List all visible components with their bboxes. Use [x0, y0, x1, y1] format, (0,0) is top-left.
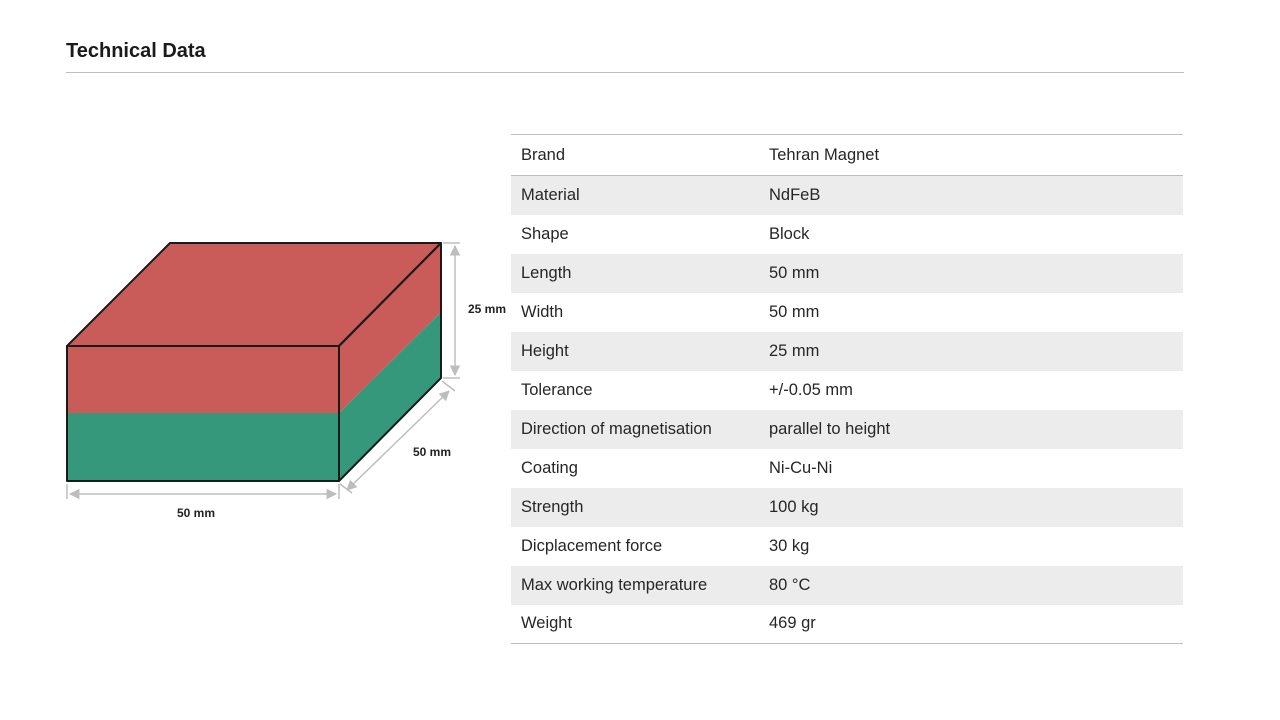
height-dimension [443, 242, 461, 379]
spec-value: 30 kg [769, 536, 810, 555]
magnet-block-diagram: 25 mm 50 mm 50 mm [66, 242, 506, 520]
spec-row-magnetisation-direction: Direction of magnetisation parallel to h… [511, 409, 1183, 449]
spec-row-brand: Brand Tehran Magnet [511, 134, 1183, 176]
length-dimension-label: 50 mm [177, 506, 215, 520]
spec-value: 25 mm [769, 341, 820, 360]
spec-row-height: Height 25 mm [511, 331, 1183, 371]
spec-label: Shape [521, 224, 569, 243]
spec-value: NdFeB [769, 185, 821, 204]
spec-value: Tehran Magnet [769, 134, 1183, 176]
spec-label: Max working temperature [521, 575, 708, 594]
spec-label: Width [521, 302, 564, 321]
height-dimension-label: 25 mm [468, 302, 506, 316]
spec-row-displacement-force: Dicplacement force 30 kg [511, 527, 1183, 566]
spec-value: 80 °C [769, 575, 811, 594]
spec-value: +/-0.05 mm [769, 380, 853, 399]
spec-row-shape: Shape Block [511, 215, 1183, 254]
spec-label: Material [521, 185, 580, 204]
spec-value: Ni-Cu-Ni [769, 458, 833, 477]
spec-row-material: Material NdFeB [511, 175, 1183, 215]
spec-row-tolerance: Tolerance +/-0.05 mm [511, 371, 1183, 410]
length-dimension [66, 484, 340, 500]
specifications-table: Brand Tehran Magnet Material NdFeB Shape… [511, 134, 1183, 644]
page-title: Technical Data [66, 40, 206, 62]
spec-value: parallel to height [769, 419, 891, 438]
spec-label: Tolerance [521, 380, 593, 399]
spec-label: Coating [521, 458, 578, 477]
depth-dimension [339, 380, 456, 494]
magnet-top-face [67, 243, 441, 346]
title-divider [66, 72, 1184, 73]
spec-value: Block [769, 224, 810, 243]
depth-dimension-label: 50 mm [413, 445, 451, 459]
magnet-front-north [67, 346, 339, 413]
spec-label: Direction of magnetisation [521, 419, 712, 438]
magnet-side-north [339, 243, 441, 413]
spec-row-length: Length 50 mm [511, 253, 1183, 293]
magnet-front-south [67, 413, 339, 481]
spec-label: Dicplacement force [521, 536, 663, 555]
spec-value: 100 kg [769, 497, 819, 516]
spec-value: 50 mm [769, 302, 820, 321]
spec-row-coating: Coating Ni-Cu-Ni [511, 449, 1183, 488]
spec-row-strength: Strength 100 kg [511, 487, 1183, 527]
spec-value: 469 gr [769, 614, 816, 633]
spec-value: 50 mm [769, 263, 820, 282]
spec-label: Height [521, 341, 569, 360]
spec-row-width: Width 50 mm [511, 293, 1183, 332]
spec-label: Brand [511, 134, 769, 176]
magnet-outline [66, 242, 442, 482]
spec-label: Length [521, 263, 572, 282]
spec-row-max-temperature: Max working temperature 80 °C [511, 565, 1183, 605]
spec-label: Weight [521, 614, 573, 633]
spec-label: Strength [521, 497, 584, 516]
spec-row-weight: Weight 469 gr [511, 605, 1183, 644]
